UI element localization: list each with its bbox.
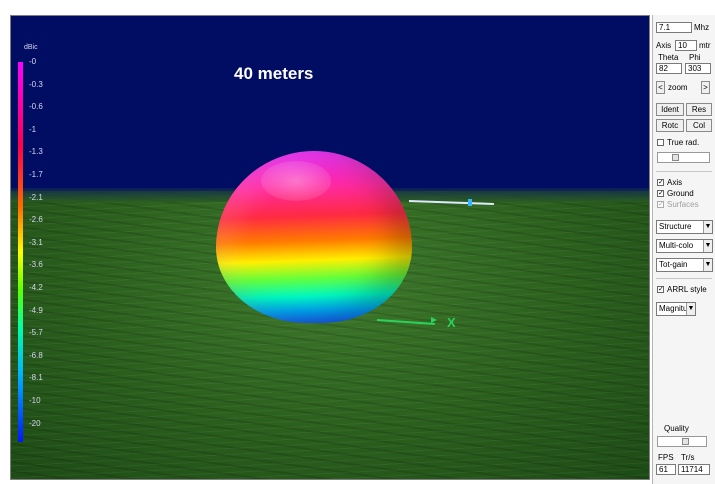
res-button[interactable]: Res [686,103,712,116]
scale-tick-label: -5.7 [29,328,43,337]
axis-length-label: Axis [656,41,672,50]
radiation-lobe[interactable] [216,151,412,323]
surfaces-checkbox[interactable]: ✓ [657,201,664,208]
theta-input[interactable]: 82 [656,63,682,74]
color-mode-select[interactable]: Multi-colo ▼ [656,239,713,253]
rotation-slider[interactable] [657,152,710,163]
divider [656,278,712,279]
rotation-slider-thumb[interactable] [672,154,679,161]
x-axis-label: X [447,315,456,330]
chevron-down-icon: ▼ [703,221,712,233]
fps-label: FPS [658,453,674,462]
divider [656,171,712,172]
scale-tick-label: -4.2 [29,283,43,292]
y-axis-marker [468,199,472,206]
magnitude-select[interactable]: Magnitu ▼ [656,302,696,316]
scale-tick-label: -3.6 [29,260,43,269]
ground-check-label: Ground [667,189,694,198]
quality-slider-thumb[interactable] [682,438,689,445]
phi-label: Phi [689,53,701,62]
structure-select-value: Structure [659,222,692,231]
frequency-input[interactable]: 7.1 [656,22,692,33]
scale-tick-label: -1 [29,125,37,134]
zoom-in-button[interactable]: > [701,81,710,94]
true-rad-label: True rad. [667,138,700,147]
theta-label: Theta [658,53,679,62]
ident-button[interactable]: Ident [656,103,684,116]
ground-checkbox[interactable]: ✓ [657,190,664,197]
gain-color-scale [18,62,23,442]
control-panel: 7.1 Mhz Axis 10 mtr Theta Phi 82 303 < z… [652,15,715,484]
chevron-down-icon: ▼ [703,259,712,271]
axis-length-unit: mtr [699,41,711,50]
arrl-style-checkbox[interactable]: ✓ [657,286,664,293]
surfaces-check-label: Surfaces [667,200,699,209]
x-axis-arrow-icon [431,317,437,323]
phi-input[interactable]: 303 [685,63,711,74]
scale-tick-label: -0.6 [29,102,43,111]
scale-tick-label: -8.1 [29,373,43,382]
axis-length-input[interactable]: 10 [675,40,697,51]
scale-tick-label: -4.9 [29,306,43,315]
zoom-label: zoom [668,83,688,92]
fps-value: 61 [656,464,676,475]
magnitude-select-value: Magnitu [659,304,688,313]
radiation-pattern-viewport[interactable]: dBic -0 -0.3 -0.6 -1 -1.3 -1.7 -2.1 -2.6 -3.1 -3.… [10,15,650,480]
rotc-button[interactable]: Rotc [656,119,684,132]
scale-tick-label: -6.8 [29,351,43,360]
tris-value: 11714 [678,464,710,475]
true-rad-checkbox[interactable] [657,139,664,146]
scale-tick-label: -0.3 [29,80,43,89]
scale-tick-label: -2.1 [29,193,43,202]
axis-check-label: Axis [667,178,683,187]
chevron-down-icon: ▼ [703,240,712,252]
scale-title: dBic [24,44,38,51]
col-button[interactable]: Col [686,119,712,132]
quality-slider[interactable] [657,436,707,447]
scale-tick-label: -2.6 [29,215,43,224]
plot-caption: 40 meters [234,64,314,83]
scale-tick-label: -20 [29,419,41,428]
gain-type-select[interactable]: Tot-gain ▼ [656,258,713,272]
frequency-unit: Mhz [694,23,710,32]
axis-checkbox[interactable]: ✓ [657,179,664,186]
zoom-out-button[interactable]: < [656,81,665,94]
gain-type-select-value: Tot-gain [659,260,688,269]
scale-tick-label: -3.1 [29,238,43,247]
chevron-down-icon: ▼ [686,303,695,315]
arrl-style-label: ARRL style [667,285,707,294]
scale-tick-label: -0 [29,57,37,66]
scale-tick-label: -1.3 [29,147,43,156]
structure-select[interactable]: Structure ▼ [656,220,713,234]
quality-label: Quality [664,424,689,433]
color-mode-select-value: Multi-colo [659,241,694,250]
lobe-highlight [261,161,331,201]
scale-tick-label: -1.7 [29,170,43,179]
tris-label: Tr/s [681,453,695,462]
scale-tick-label: -10 [29,396,41,405]
